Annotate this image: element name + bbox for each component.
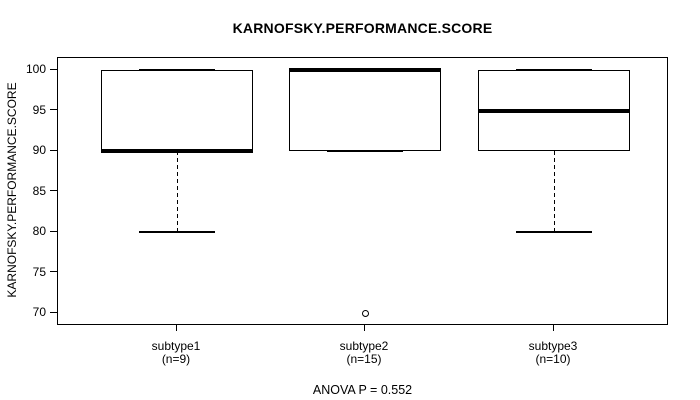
lower-whisker-subtype1 [176,151,178,232]
x-category-subtype2: subtype2 (n=15) [294,340,434,366]
lower-whisker-subtype3 [553,151,555,232]
y-tick-mark [50,271,57,272]
y-tick-mark [50,149,57,151]
x-tick-mark-subtype2 [364,325,365,331]
x-tick-mark-subtype1 [176,325,177,331]
plot-area [57,57,668,325]
median-subtype2 [289,68,441,72]
x-category-subtype1: subtype1 (n=9) [106,340,246,366]
y-tick-label: 75 [32,264,46,279]
y-tick-label: 95 [32,102,46,117]
chart-title: KARNOFSKY.PERFORMANCE.SCORE [232,20,493,36]
y-tick-label: 100 [25,62,46,76]
x-category-label: subtype1 [151,339,201,353]
anova-annotation: ANOVA P = 0.552 [312,383,413,397]
y-tick-mark [50,109,57,110]
y-tick-label: 85 [32,183,46,198]
lower-whisker-cap-subtype3 [516,231,592,233]
x-category-sublabel: (n=9) [161,352,191,366]
median-subtype1 [101,149,253,153]
y-tick-label: 90 [32,143,46,157]
y-tick-mark [50,311,57,313]
lower-whisker-cap-subtype2 [327,150,403,152]
y-tick-mark [50,68,57,70]
x-tick-mark-subtype3 [553,325,554,331]
lower-whisker-cap-subtype1 [139,231,215,233]
outlier-subtype2 [361,309,369,317]
median-subtype3 [478,108,630,113]
y-tick-mark [50,190,57,191]
x-category-sublabel: (n=15) [346,352,382,366]
y-tick-label: 80 [32,224,46,238]
x-category-label: subtype2 [339,339,389,353]
x-category-label: subtype3 [528,339,578,353]
y-tick-label: 70 [32,305,46,319]
x-category-subtype3: subtype3 (n=10) [483,340,623,366]
upper-whisker-cap-subtype1 [139,69,215,71]
x-category-sublabel: (n=10) [535,352,571,366]
box-subtype2 [289,70,441,151]
box-subtype1 [101,70,253,151]
upper-whisker-cap-subtype3 [516,69,592,71]
y-tick-mark [50,230,57,232]
